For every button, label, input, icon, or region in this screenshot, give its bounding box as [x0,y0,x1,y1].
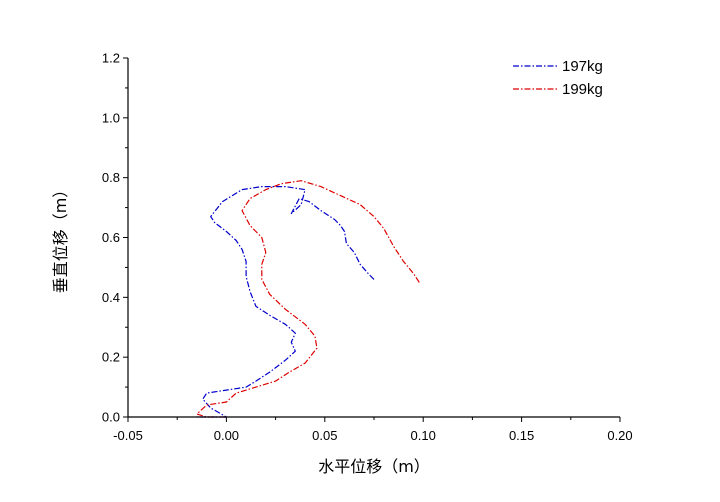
y-tick-label: 0.4 [102,290,120,305]
x-tick-label: 0.00 [214,428,239,443]
plot-background [128,58,620,417]
x-tick-label: 0.10 [411,428,436,443]
y-tick-label: 0.8 [102,170,120,185]
x-tick-label: 0.20 [607,428,632,443]
y-axis-title: 垂直位移（m） [51,182,70,294]
legend-label-199kg: 199kg [562,81,603,98]
x-tick-label: 0.05 [312,428,337,443]
y-tick-label: 1.0 [102,110,120,125]
series-line-199kg [196,180,420,418]
y-tick-label: 0.6 [102,230,120,245]
series-line-197kg [196,186,375,418]
x-tick-label: -0.05 [113,428,143,443]
x-axis-title: 水平位移（m） [318,457,430,476]
ticks: -0.05 0.00 0.05 0.10 0.15 0.20 0.0 0.2 0.4 0.6 0.8… [102,51,633,444]
y-tick-label: 0.0 [102,410,120,425]
legend: 197kg 199kg [513,58,603,98]
legend-label-197kg: 197kg [562,58,603,75]
plot-area [128,58,620,417]
y-tick-label: 0.2 [102,350,120,365]
series-layer [196,180,420,418]
y-tick-label: 1.2 [102,51,120,66]
x-tick-label: 0.15 [509,428,534,443]
